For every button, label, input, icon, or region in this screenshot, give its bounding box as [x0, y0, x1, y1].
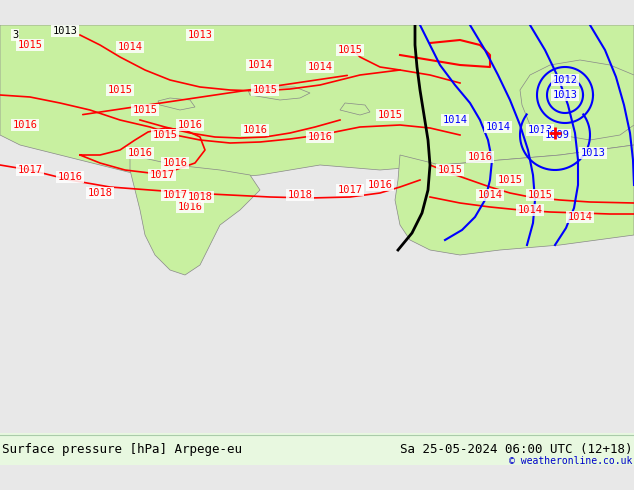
Text: 1014: 1014	[307, 62, 332, 72]
Text: 1015: 1015	[252, 85, 278, 95]
Text: 1015: 1015	[498, 175, 522, 185]
Polygon shape	[0, 25, 634, 180]
Text: 1015: 1015	[437, 165, 462, 175]
Polygon shape	[130, 155, 260, 275]
Polygon shape	[395, 145, 634, 255]
Polygon shape	[248, 87, 310, 100]
Bar	[0, 433, 634, 475]
Text: 1017: 1017	[337, 185, 363, 195]
Text: 1012: 1012	[552, 75, 578, 85]
Text: 1016: 1016	[127, 148, 153, 158]
Text: 1016: 1016	[467, 152, 493, 162]
Text: 1017: 1017	[18, 165, 42, 175]
Text: 1014: 1014	[247, 60, 273, 70]
Bar	[0, 435, 634, 465]
Text: 1015: 1015	[133, 105, 157, 115]
Text: 1015: 1015	[527, 190, 552, 200]
Text: 1009: 1009	[545, 130, 569, 140]
Text: 1015: 1015	[377, 110, 403, 120]
Text: 1015: 1015	[18, 40, 42, 50]
Text: 1016: 1016	[178, 202, 202, 212]
Text: 1014: 1014	[517, 205, 543, 215]
Text: 1014: 1014	[117, 42, 143, 52]
Text: 1013: 1013	[188, 30, 212, 40]
Text: 1016: 1016	[368, 180, 392, 190]
Text: Sa 25-05-2024 06:00 UTC (12+18): Sa 25-05-2024 06:00 UTC (12+18)	[399, 442, 632, 456]
Text: 1013: 1013	[53, 26, 77, 36]
Text: 1015: 1015	[108, 85, 133, 95]
Text: © weatheronline.co.uk: © weatheronline.co.uk	[508, 456, 632, 466]
Text: 1015: 1015	[337, 45, 363, 55]
Text: 1013: 1013	[552, 90, 578, 100]
Text: 3: 3	[12, 30, 18, 40]
Text: 1014: 1014	[567, 212, 593, 222]
Text: Surface pressure [hPa] Arpege-eu: Surface pressure [hPa] Arpege-eu	[2, 442, 242, 456]
Text: 1017: 1017	[150, 170, 174, 180]
Text: 1016: 1016	[307, 132, 332, 142]
Text: 1013: 1013	[581, 148, 605, 158]
Polygon shape	[340, 103, 370, 115]
Text: 1018: 1018	[188, 192, 212, 202]
Polygon shape	[158, 98, 195, 110]
Text: 1016: 1016	[162, 158, 188, 168]
Text: 1014: 1014	[477, 190, 503, 200]
Text: 1016: 1016	[58, 172, 82, 182]
Text: 1016: 1016	[178, 120, 202, 130]
Text: 1018: 1018	[87, 188, 112, 198]
Text: 1016: 1016	[13, 120, 37, 130]
Text: 1014: 1014	[443, 115, 467, 125]
Text: 1014: 1014	[486, 122, 510, 132]
Text: 1015: 1015	[153, 130, 178, 140]
Text: 1018: 1018	[287, 190, 313, 200]
Text: 1017: 1017	[162, 190, 188, 200]
Text: 1016: 1016	[242, 125, 268, 135]
Text: 1013: 1013	[527, 125, 552, 135]
Polygon shape	[520, 60, 634, 140]
